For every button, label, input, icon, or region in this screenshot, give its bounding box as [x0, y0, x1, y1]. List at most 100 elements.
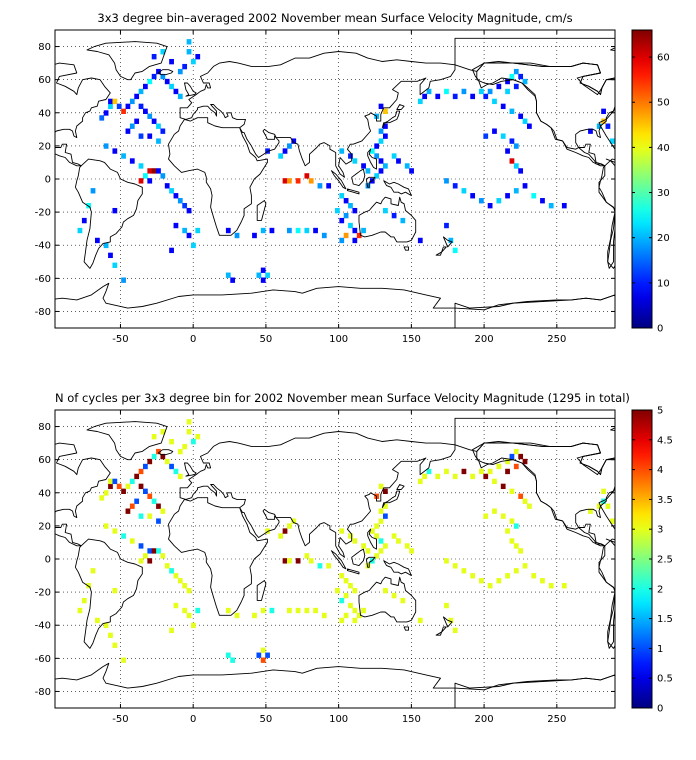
data-cell — [518, 548, 524, 554]
coastline — [351, 168, 366, 187]
data-cell — [186, 232, 192, 239]
data-cell — [156, 448, 161, 455]
data-cell — [383, 587, 388, 594]
data-cell — [348, 602, 353, 609]
data-cell — [287, 227, 292, 234]
data-cell — [138, 163, 144, 169]
colorbar-tick-label: 3 — [657, 525, 663, 536]
coastline — [351, 548, 366, 567]
data-cell — [522, 563, 528, 569]
data-cell — [156, 518, 161, 524]
coastline — [682, 450, 696, 455]
data-cell — [234, 232, 240, 239]
coastline — [442, 236, 453, 248]
data-cell — [121, 533, 126, 539]
colorbar-tick-label: 0 — [657, 704, 663, 715]
data-cell — [308, 178, 314, 184]
data-cell — [339, 597, 345, 604]
data-cell — [108, 98, 113, 105]
data-cell — [548, 583, 554, 589]
data-cell — [129, 158, 135, 164]
y-tick-label: -60 — [35, 654, 51, 665]
data-cell — [383, 488, 388, 495]
data-cell — [151, 118, 157, 124]
coastline — [184, 462, 197, 477]
data-bins — [77, 39, 615, 283]
y-tick-label: 0 — [45, 555, 51, 566]
data-cell — [90, 188, 96, 194]
data-cell — [522, 118, 528, 124]
data-cell — [513, 523, 519, 529]
data-cell — [505, 458, 510, 465]
x-tick-label: -50 — [112, 334, 128, 345]
colorbar-tick-label: 30 — [657, 188, 670, 199]
data-cell — [596, 503, 602, 509]
data-cell — [143, 488, 148, 495]
data-cell — [143, 108, 148, 115]
data-cell — [125, 483, 131, 490]
data-cell — [177, 68, 183, 75]
data-cell — [125, 103, 131, 110]
data-cell — [129, 98, 135, 105]
data-cell — [160, 173, 166, 179]
data-cell — [339, 528, 345, 534]
data-cell — [509, 73, 515, 80]
data-cell — [365, 168, 371, 174]
data-cell — [479, 88, 484, 95]
data-cell — [182, 583, 188, 589]
data-cell — [374, 153, 380, 159]
data-cell — [348, 203, 353, 209]
data-cell — [116, 483, 122, 490]
data-cell — [304, 553, 310, 559]
data-cell — [260, 607, 266, 614]
data-cell — [177, 198, 183, 204]
data-cell — [160, 508, 166, 514]
coastline — [184, 82, 197, 97]
data-cell — [352, 607, 358, 614]
data-cell — [561, 203, 567, 209]
data-cell — [103, 490, 109, 496]
data-cell — [404, 543, 410, 549]
data-cell — [186, 612, 192, 619]
data-cell — [444, 88, 449, 95]
data-cell — [278, 533, 284, 539]
data-cell — [186, 429, 192, 435]
data-cell — [365, 563, 371, 569]
data-cell — [448, 617, 454, 624]
data-cell — [151, 548, 157, 554]
data-cell — [531, 573, 537, 579]
x-tick-label: 0 — [190, 714, 196, 725]
data-cell — [134, 498, 140, 504]
coastline — [346, 188, 360, 195]
data-cell — [86, 203, 92, 209]
coastlines — [55, 417, 696, 708]
x-tick-label: -50 — [112, 714, 128, 725]
data-cell — [81, 597, 87, 604]
data-cell — [505, 193, 510, 199]
data-cell — [112, 207, 118, 214]
data-cell — [138, 483, 144, 490]
data-cell — [435, 93, 441, 100]
data-cell — [479, 578, 484, 584]
coastline — [476, 442, 615, 649]
data-cell — [479, 468, 484, 475]
data-cell — [160, 553, 166, 559]
data-cell — [461, 188, 467, 194]
y-tick-label: 80 — [38, 42, 51, 53]
data-cell — [409, 168, 414, 174]
data-cell — [601, 498, 606, 504]
data-cell — [483, 473, 489, 480]
coastline — [692, 498, 696, 616]
cycle-count-panel: N of cycles per 3x3 degree bin for 2002 … — [0, 380, 696, 760]
data-cell — [383, 133, 388, 139]
data-cell — [518, 168, 524, 174]
data-cell — [378, 128, 384, 134]
data-cell — [417, 98, 423, 105]
data-cell — [225, 652, 231, 658]
cycle-count-map: -50 0 50 100 150 200 250806040200-20-40-60-805… — [35, 406, 696, 726]
data-cell — [426, 468, 432, 475]
data-cell — [409, 548, 414, 554]
data-cell — [112, 262, 118, 268]
data-cell — [470, 473, 476, 480]
colorbar-tick-label: 20 — [657, 233, 670, 244]
